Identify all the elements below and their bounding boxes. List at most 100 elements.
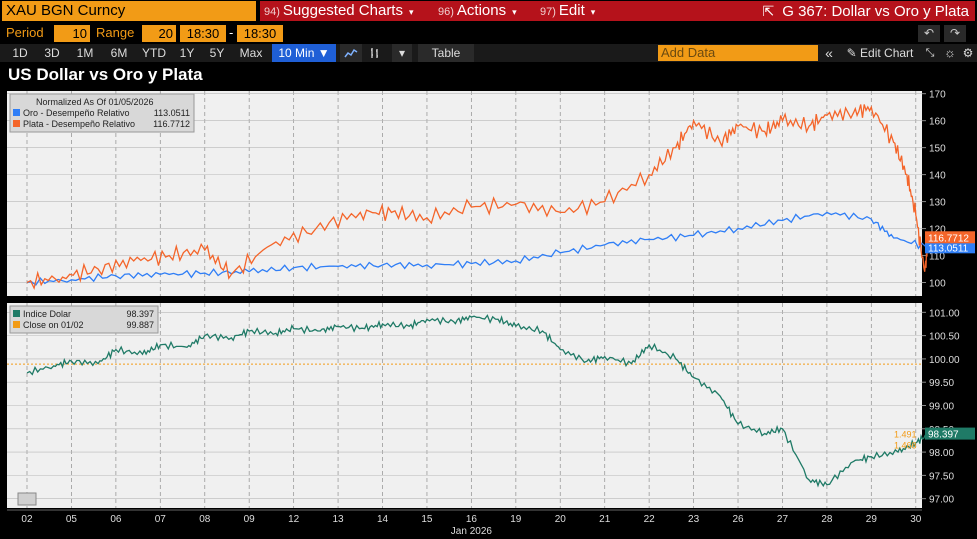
period-input[interactable]: 10 bbox=[54, 25, 90, 42]
range-ytd-button[interactable]: YTD bbox=[142, 46, 166, 60]
period-bar: Period 10 Range 20 18:30 - 18:30 ↶ ↷ bbox=[0, 24, 977, 43]
last-value-tag bbox=[925, 427, 975, 440]
settings-icon[interactable]: ☼ bbox=[944, 45, 956, 60]
x-tick-label: 12 bbox=[288, 514, 300, 525]
legend-swatch bbox=[13, 109, 20, 116]
x-tick-label: 06 bbox=[110, 514, 122, 525]
x-tick-label: 21 bbox=[599, 514, 611, 525]
edit-chart-button[interactable]: ✎ Edit Chart bbox=[840, 44, 920, 62]
x-tick-label: 22 bbox=[644, 514, 656, 525]
time-to-input[interactable]: 18:30 bbox=[237, 25, 283, 42]
legend-value: 116.7712 bbox=[153, 119, 190, 129]
table-button[interactable]: Table bbox=[418, 44, 474, 62]
legend-label: Oro - Desempeño Relativo bbox=[23, 108, 130, 118]
add-data-input[interactable]: Add Data bbox=[658, 45, 818, 61]
range-max-button[interactable]: Max bbox=[239, 46, 263, 60]
range-1m-button[interactable]: 1M bbox=[76, 46, 94, 60]
toolbar: 1D 3D 1M 6M YTD 1Y 5Y Max 10 Min ▼ ▾ Tab… bbox=[0, 44, 977, 62]
upper-panel: 100110120130140150160170113.0511116.7712… bbox=[7, 90, 975, 296]
legend-box bbox=[9, 93, 195, 133]
y-tick-label: 101.00 bbox=[929, 308, 960, 319]
lower-panel: 97.0097.5098.0098.5099.0099.50100.00100.… bbox=[7, 303, 975, 508]
collapse-icon[interactable]: « bbox=[825, 45, 833, 61]
last-value-tag bbox=[925, 241, 975, 254]
redo-icon[interactable]: ↷ bbox=[944, 25, 966, 42]
x-tick-label: 14 bbox=[377, 514, 389, 525]
range-1y-button[interactable]: 1Y bbox=[179, 46, 195, 60]
range-5y-button[interactable]: 5Y bbox=[209, 46, 225, 60]
x-tick-label: 15 bbox=[421, 514, 433, 525]
menu-number: 94) bbox=[264, 6, 280, 18]
legend-label: Indice Dolar bbox=[23, 309, 71, 319]
menu-label: Edit bbox=[558, 2, 585, 19]
edit-chart-label: Edit Chart bbox=[860, 46, 914, 60]
caret-down-icon: ▾ bbox=[398, 46, 406, 60]
range-6m-button[interactable]: 6M bbox=[110, 46, 128, 60]
last-value-label: 116.7712 bbox=[928, 233, 969, 244]
gear-icon[interactable]: ⚙ bbox=[962, 46, 974, 60]
menu-number: 97) bbox=[540, 6, 556, 18]
last-value-label: 113.0511 bbox=[928, 243, 969, 254]
y-tick-label: 97.50 bbox=[929, 471, 954, 482]
legend-value: 113.0511 bbox=[154, 108, 190, 118]
caret-down-icon: ▾ bbox=[512, 7, 517, 17]
suggested-charts-menu[interactable]: 94) Suggested Charts ▾ bbox=[264, 1, 414, 21]
y-tick-label: 100.00 bbox=[929, 355, 960, 366]
y-tick-label: 140 bbox=[929, 171, 946, 182]
x-tick-label: 19 bbox=[510, 514, 522, 525]
range-1d-button[interactable]: 1D bbox=[12, 46, 28, 60]
legend-value: 98.397 bbox=[126, 309, 154, 319]
time-from-input[interactable]: 18:30 bbox=[180, 25, 226, 42]
caret-down-icon: ▾ bbox=[590, 7, 596, 17]
chart-area: 100110120130140150160170113.0511116.7712… bbox=[0, 88, 977, 539]
x-tick-label: 27 bbox=[777, 514, 789, 525]
y-tick-label: 130 bbox=[929, 198, 946, 209]
x-tick-label: 09 bbox=[244, 514, 256, 525]
menu-label: Actions bbox=[456, 2, 507, 19]
chart-title: US Dollar vs Oro y Plata bbox=[8, 65, 203, 84]
last-value-tag bbox=[925, 231, 975, 244]
x-tick-label: 23 bbox=[688, 514, 700, 525]
x-tick-label: 05 bbox=[66, 514, 78, 525]
legend-box bbox=[9, 305, 159, 334]
range-input[interactable]: 20 bbox=[142, 25, 176, 42]
chart-type-dropdown[interactable]: ▾ bbox=[392, 44, 412, 62]
bar-chart-icon[interactable] bbox=[366, 44, 384, 62]
legend-swatch bbox=[13, 120, 20, 127]
range-label: Range bbox=[96, 25, 135, 40]
graph-title-text: G 367: Dollar vs Oro y Plata bbox=[782, 3, 969, 20]
chart-thumbnail-icon bbox=[17, 492, 37, 506]
y-tick-label: 99.00 bbox=[929, 402, 954, 413]
header-bar: XAU BGN Curncy 94) Suggested Charts ▾ 96) A… bbox=[0, 0, 977, 22]
y-tick-label: 99.50 bbox=[929, 378, 954, 389]
caret-down-icon: ▾ bbox=[408, 7, 414, 17]
graph-title: ⇱ G 367: Dollar vs Oro y Plata bbox=[763, 1, 969, 21]
legend-swatch bbox=[13, 310, 20, 317]
actions-menu[interactable]: 96) Actions ▾ bbox=[438, 1, 517, 21]
external-link-icon[interactable]: ⇱ bbox=[762, 3, 775, 19]
security-input[interactable]: XAU BGN Curncy bbox=[2, 1, 256, 21]
menu-label: Suggested Charts bbox=[282, 2, 403, 19]
y-tick-label: 97.00 bbox=[929, 495, 954, 506]
series-line bbox=[26, 211, 930, 286]
y-tick-label: 110 bbox=[929, 252, 945, 263]
y-tick-label: 98.00 bbox=[929, 448, 954, 459]
legend-swatch bbox=[13, 321, 20, 328]
x-tick-label: 08 bbox=[199, 514, 211, 525]
series-line bbox=[26, 314, 930, 488]
marker-label: 1.468 bbox=[894, 441, 917, 451]
x-tick-label: 02 bbox=[21, 514, 33, 525]
range-3d-button[interactable]: 3D bbox=[44, 46, 60, 60]
last-value-label: 98.397 bbox=[928, 430, 959, 441]
x-tick-label: 30 bbox=[910, 514, 922, 525]
x-tick-label: 13 bbox=[333, 514, 345, 525]
shrink-icon[interactable]: ⤡ bbox=[925, 47, 935, 59]
legend-label: Close on 01/02 bbox=[23, 320, 84, 330]
interval-dropdown[interactable]: 10 Min ▼ bbox=[272, 44, 336, 62]
x-tick-label: 29 bbox=[866, 514, 878, 525]
menu-bar: 94) Suggested Charts ▾ 96) Actions ▾ 97) Edit… bbox=[260, 1, 975, 21]
pencil-icon: ✎ bbox=[846, 46, 861, 60]
undo-icon[interactable]: ↶ bbox=[918, 25, 940, 42]
line-chart-icon[interactable] bbox=[340, 44, 362, 62]
edit-menu[interactable]: 97) Edit ▾ bbox=[540, 1, 595, 21]
